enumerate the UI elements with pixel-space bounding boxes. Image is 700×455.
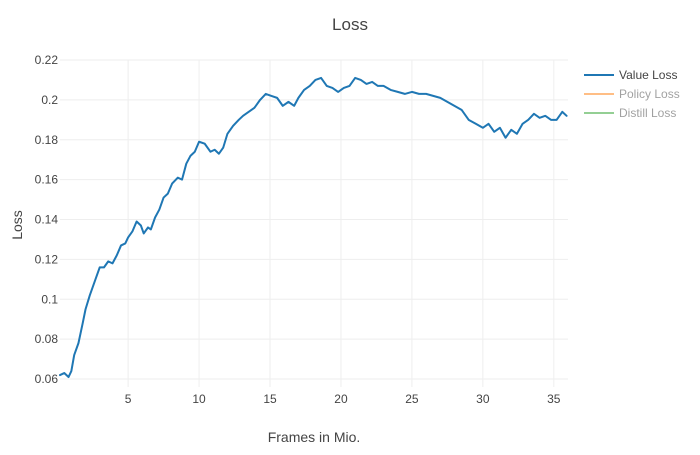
x-tick-label: 20 bbox=[334, 392, 348, 406]
legend-label: Value Loss bbox=[619, 68, 677, 82]
y-tick-label: 0.14 bbox=[35, 213, 59, 227]
legend[interactable]: Value Loss Policy Loss Distill Loss bbox=[584, 68, 680, 120]
legend-item-value-loss[interactable]: Value Loss bbox=[584, 68, 677, 82]
x-tick-label: 10 bbox=[192, 392, 206, 406]
x-tick-label: 25 bbox=[405, 392, 419, 406]
legend-item-distill-loss[interactable]: Distill Loss bbox=[584, 106, 676, 120]
y-tick-label: 0.08 bbox=[35, 332, 59, 346]
x-tick-label: 30 bbox=[476, 392, 490, 406]
grid-layer bbox=[60, 59, 568, 387]
y-tick-label: 0.1 bbox=[41, 292, 58, 306]
y-tick-label: 0.06 bbox=[35, 372, 59, 386]
y-tick-label: 0.12 bbox=[35, 252, 59, 266]
y-axis-title: Loss bbox=[9, 210, 25, 240]
x-tick-label: 15 bbox=[263, 392, 277, 406]
y-tick-label: 0.2 bbox=[41, 93, 58, 107]
y-tick-label: 0.18 bbox=[35, 133, 59, 147]
legend-label: Policy Loss bbox=[619, 87, 680, 101]
plot-area[interactable] bbox=[59, 76, 568, 379]
legend-item-policy-loss[interactable]: Policy Loss bbox=[584, 87, 680, 101]
y-tick-label: 0.22 bbox=[35, 53, 59, 67]
x-tick-label: 35 bbox=[547, 392, 561, 406]
y-tick-label: 0.16 bbox=[35, 173, 59, 187]
legend-label: Distill Loss bbox=[619, 106, 676, 120]
chart-title: Loss bbox=[332, 15, 368, 34]
x-tick-label: 5 bbox=[125, 392, 132, 406]
axis-layer: 5 10 15 20 25 30 35 0.06 0.08 0.1 0.12 0.14 0.16 0.18… bbox=[35, 53, 561, 406]
x-axis-title: Frames in Mio. bbox=[268, 429, 361, 445]
series-line-value-loss[interactable] bbox=[59, 76, 568, 379]
